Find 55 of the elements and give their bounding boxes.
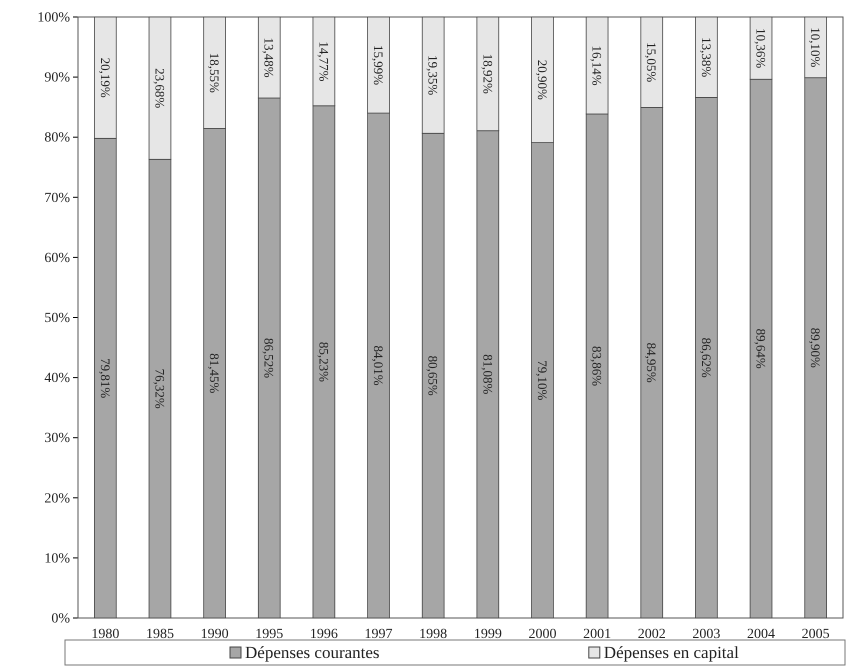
y-tick-label: 30% [44, 431, 70, 446]
legend-label: Dépenses courantes [245, 643, 380, 662]
x-tick-label: 1999 [474, 626, 502, 642]
x-tick-label: 2003 [692, 626, 720, 642]
y-tick-label: 80% [44, 130, 70, 146]
y-tick-label: 50% [44, 310, 70, 326]
data-label: 14,77% [316, 41, 332, 82]
data-label: 18,92% [480, 54, 496, 94]
data-label: 76,32% [152, 368, 168, 409]
y-tick-label: 100% [37, 10, 70, 26]
x-tick-label: 1990 [200, 626, 229, 642]
data-label: 84,95% [644, 342, 660, 383]
data-label: 20,19% [98, 58, 113, 98]
data-label: 86,62% [698, 338, 714, 378]
data-label: 86,52% [262, 338, 277, 378]
data-label: 15,99% [370, 45, 386, 86]
data-label: 81,45% [207, 353, 222, 394]
data-label: 16,14% [590, 45, 605, 86]
y-tick-label: 0% [51, 611, 70, 626]
data-label: 20,90% [534, 60, 550, 100]
x-tick-label: 1997 [364, 626, 393, 642]
data-label: 15,05% [644, 42, 660, 82]
x-tick-label: 1996 [310, 626, 338, 642]
x-tick-label: 2004 [747, 626, 776, 642]
data-label: 19,35% [426, 55, 441, 96]
x-tick-label: 2005 [802, 626, 830, 642]
data-label: 13,38% [698, 37, 714, 78]
data-label: 80,65% [426, 356, 441, 396]
y-tick-label: 70% [44, 190, 70, 206]
x-tick-label: 2000 [528, 626, 556, 642]
data-label: 89,64% [753, 328, 768, 369]
legend-label: Dépenses en capital [604, 643, 740, 662]
data-label: 23,68% [152, 68, 168, 108]
x-tick-label: 1980 [91, 626, 120, 642]
data-label: 79,81% [98, 358, 113, 398]
x-tick-label: 1985 [146, 626, 174, 642]
data-label: 10,10% [808, 27, 824, 68]
data-label: 83,86% [590, 346, 605, 386]
x-tick-label: 2001 [583, 626, 612, 642]
data-label: 85,23% [316, 342, 332, 382]
y-tick-label: 90% [44, 70, 70, 86]
x-tick-label: 1995 [255, 626, 284, 642]
y-tick-label: 20% [44, 491, 70, 506]
data-label: 89,90% [808, 328, 824, 368]
x-tick-label: 1998 [419, 626, 448, 642]
data-label: 18,55% [207, 52, 222, 93]
y-tick-label: 40% [44, 371, 70, 386]
data-label: 10,36% [753, 28, 768, 68]
data-label: 81,08% [480, 354, 496, 395]
data-label: 79,10% [534, 360, 550, 401]
y-tick-label: 60% [44, 250, 70, 266]
data-label: 13,48% [262, 37, 277, 78]
x-tick-label: 2002 [638, 626, 666, 642]
y-tick-label: 10% [44, 551, 70, 566]
data-label: 84,01% [370, 346, 386, 386]
